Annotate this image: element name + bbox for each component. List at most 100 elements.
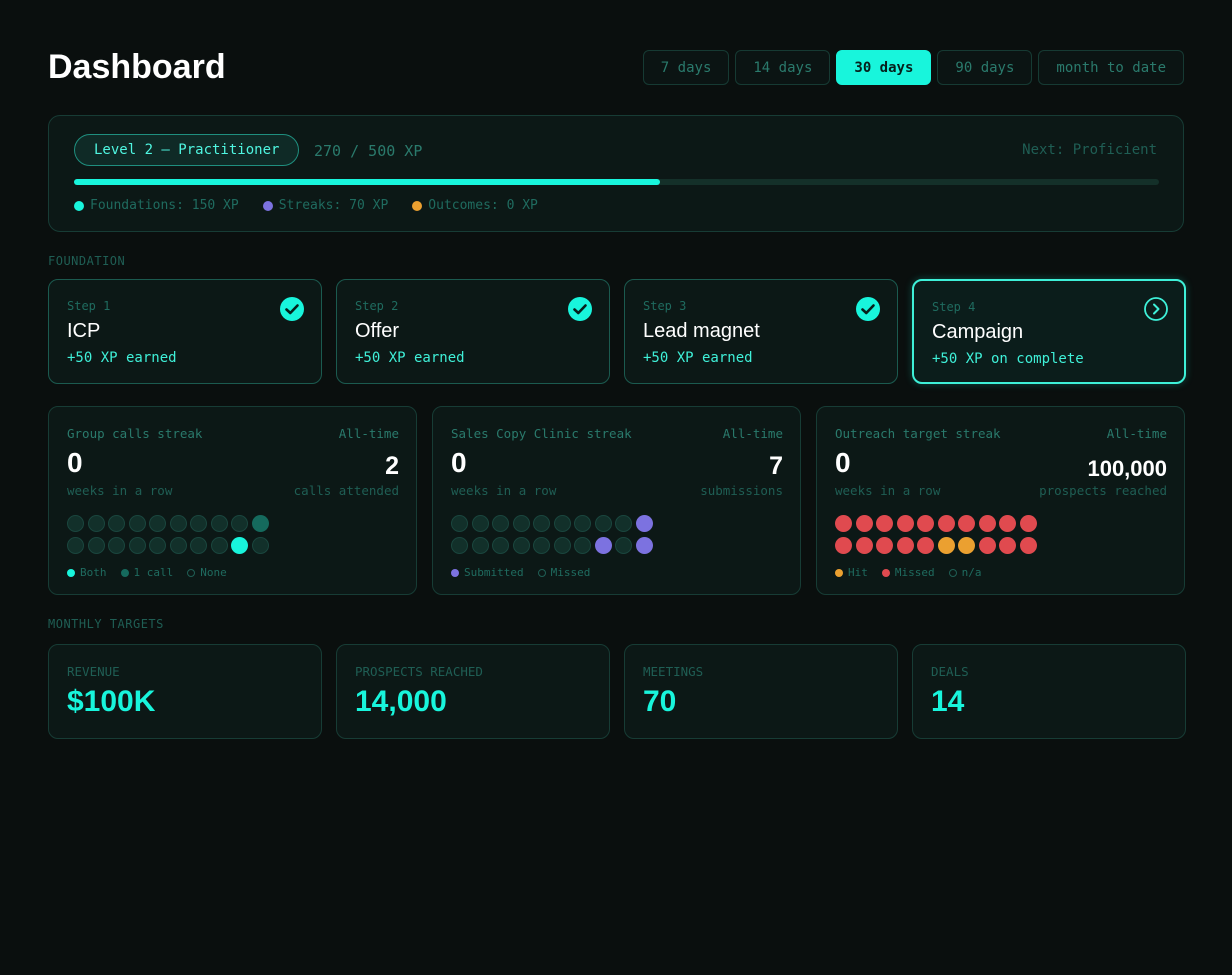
legend-label: Both	[80, 566, 107, 579]
streak-week-miss	[1019, 515, 1037, 532]
target-label: DEALS	[931, 664, 969, 679]
streak-week-empty	[615, 537, 632, 554]
alltime-value: 7	[769, 452, 783, 480]
streak-cards: Group calls streak All-time 0 2 weeks in…	[48, 406, 1185, 595]
legend-dot-icon	[948, 568, 957, 577]
streak-week-empty	[512, 537, 530, 554]
step-xp: +50 XP earned	[355, 350, 465, 366]
streak-legend-item: n/a	[948, 566, 982, 579]
step-card-offer[interactable]: Step 2 Offer +50 XP earned	[336, 279, 610, 384]
step-number: Step 3	[643, 299, 687, 313]
streak-week-hit	[937, 537, 955, 554]
target-value: 14	[931, 685, 965, 718]
streak-legend: Both 1 call None	[67, 566, 227, 579]
streak-week-hit	[958, 537, 975, 554]
streak-card-group-calls: Group calls streak All-time 0 2 weeks in…	[48, 406, 417, 595]
alltime-value: 100,000	[1087, 456, 1167, 481]
xp-progress-fill	[74, 179, 660, 185]
legend-label: Missed	[894, 566, 935, 579]
streak-week-miss	[999, 515, 1016, 532]
range-tab-90-days[interactable]: 90 days	[937, 50, 1033, 85]
legend-dot-icon	[881, 568, 890, 577]
target-label: PROSPECTS REACHED	[355, 664, 483, 679]
streak-week-empty	[492, 537, 509, 554]
range-tab-30-days[interactable]: 30 days	[836, 50, 932, 85]
arrow-circle-icon[interactable]	[1144, 297, 1168, 321]
level-badge: Level 2 — Practitioner	[74, 134, 300, 166]
streak-week-miss	[855, 515, 873, 532]
streak-value: 0	[451, 447, 467, 478]
streak-value: 0	[67, 447, 83, 478]
alltime-label: All-time	[338, 426, 399, 441]
page-title: Dashboard	[48, 48, 226, 86]
step-number: Step 1	[67, 299, 111, 313]
streak-week-empty	[251, 537, 269, 554]
streak-week-sub	[635, 515, 653, 532]
streak-week-miss	[876, 537, 893, 554]
streak-unit: weeks in a row	[451, 483, 557, 498]
target-card-meetings: MEETINGS 70	[624, 644, 898, 739]
legend-label: None	[200, 566, 227, 579]
target-label: REVENUE	[67, 664, 120, 679]
legend-dot-icon	[187, 568, 196, 577]
target-card-prospects-reached: PROSPECTS REACHED 14,000	[336, 644, 610, 739]
streak-label: Sales Copy Clinic streak	[451, 426, 632, 441]
streak-card-sales-copy-clinic: Sales Copy Clinic streak All-time 0 7 we…	[432, 406, 801, 595]
streak-week-miss	[978, 515, 996, 532]
streak-week-empty	[87, 515, 105, 532]
streak-grid-row	[67, 537, 269, 554]
streak-legend-item: Hit	[835, 566, 868, 579]
streak-week-empty	[451, 515, 468, 532]
streak-label: Group calls streak	[67, 426, 203, 441]
streak-week-empty	[149, 537, 166, 554]
streak-week-sub	[635, 537, 653, 554]
streak-grid-row	[451, 515, 653, 532]
streak-week-miss	[999, 537, 1016, 554]
streak-week-both	[231, 537, 248, 554]
streak-week-empty	[574, 537, 591, 554]
streak-week-miss	[958, 515, 975, 532]
xp-legend-outcomes: Outcomes: 0 XP	[412, 198, 538, 213]
xp-legend-streaks: Streaks: 70 XP	[262, 198, 388, 213]
streak-week-miss	[917, 537, 934, 554]
streak-week-empty	[574, 515, 591, 532]
alltime-unit: calls attended	[293, 483, 399, 498]
check-circle-icon	[280, 297, 304, 321]
streak-week-empty	[108, 515, 125, 532]
step-title: Lead magnet	[643, 320, 760, 342]
streak-week-empty	[169, 537, 187, 554]
streak-week-empty	[190, 537, 207, 554]
legend-label: Submitted	[464, 566, 524, 579]
streak-week-empty	[87, 537, 105, 554]
range-tab-7-days[interactable]: 7 days	[642, 50, 730, 85]
range-tab-14-days[interactable]: 14 days	[735, 50, 831, 85]
streak-week-empty	[128, 515, 146, 532]
streak-week-miss	[835, 537, 852, 554]
streak-week-miss	[937, 515, 955, 532]
step-card-icp[interactable]: Step 1 ICP +50 XP earned	[48, 279, 322, 384]
step-xp: +50 XP earned	[67, 350, 177, 366]
streak-value: 0	[835, 447, 851, 478]
step-card-campaign[interactable]: Step 4 Campaign +50 XP on complete	[912, 279, 1186, 384]
xp-progress-bar	[74, 179, 1159, 185]
level-panel: Level 2 — Practitioner 270 / 500 XP Next…	[48, 115, 1184, 232]
date-range-tabs: 7 days 14 days 30 days 90 days month to …	[642, 50, 1184, 85]
streak-legend: Hit Missed n/a	[835, 566, 982, 579]
step-card-lead-magnet[interactable]: Step 3 Lead magnet +50 XP earned	[624, 279, 898, 384]
streak-week-empty	[231, 515, 248, 532]
alltime-label: All-time	[1106, 426, 1167, 441]
xp-legend: Foundations: 150 XP Streaks: 70 XP Outco…	[74, 198, 538, 213]
streak-unit: weeks in a row	[835, 483, 941, 498]
step-title: Campaign	[932, 321, 1024, 343]
step-title: ICP	[67, 320, 101, 342]
target-value: 70	[643, 685, 677, 718]
streak-grid	[451, 515, 653, 559]
streak-grid-row	[835, 515, 1037, 532]
range-tab-month-to-date[interactable]: month to date	[1038, 50, 1184, 85]
step-title: Offer	[355, 320, 400, 342]
foundation-steps: Step 1 ICP +50 XP earned Step 2 Offer +5…	[48, 279, 1186, 384]
streak-legend-item: Missed	[881, 566, 935, 579]
streak-week-empty	[594, 515, 612, 532]
check-circle-icon	[568, 297, 592, 321]
streak-card-outreach-target: Outreach target streak All-time 0 100,00…	[816, 406, 1185, 595]
